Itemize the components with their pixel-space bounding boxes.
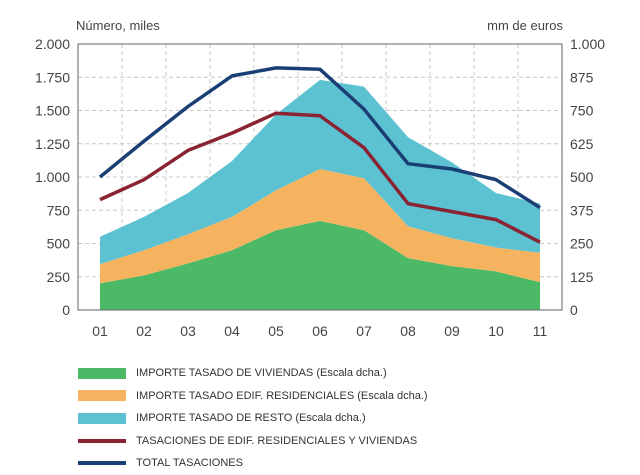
- right-tick-label: 250: [570, 236, 594, 252]
- left-tick-label: 750: [47, 202, 71, 218]
- x-tick-label: 08: [400, 323, 416, 339]
- right-tick-label: 1.000: [570, 36, 605, 52]
- legend-line-total-tasaciones: [78, 461, 126, 465]
- left-tick-label: 250: [47, 269, 71, 285]
- right-tick-label: 0: [570, 302, 578, 318]
- right-tick-label: 875: [570, 69, 594, 85]
- legend-label-tasaciones-edif: TASACIONES DE EDIF. RESIDENCIALES Y VIVI…: [136, 435, 417, 447]
- left-tick-label: 1.500: [35, 103, 70, 119]
- left-tick-label: 1.750: [35, 69, 70, 85]
- left-tick-label: 2.000: [35, 36, 70, 52]
- right-axis-label: mm de euros: [487, 18, 563, 33]
- left-tick-label: 0: [62, 302, 70, 318]
- left-tick-label: 500: [47, 236, 71, 252]
- legend-item-edif-residenciales: IMPORTE TASADO EDIF. RESIDENCIALES (Esca…: [78, 385, 428, 408]
- legend-item-resto: IMPORTE TASADO DE RESTO (Escala dcha.): [78, 407, 428, 430]
- right-tick-label: 500: [570, 169, 594, 185]
- legend-swatch-resto: [78, 413, 126, 424]
- left-tick-label: 1.250: [35, 136, 70, 152]
- legend-label-resto: IMPORTE TASADO DE RESTO (Escala dcha.): [136, 412, 366, 424]
- right-tick-label: 125: [570, 269, 594, 285]
- x-tick-label: 07: [356, 323, 372, 339]
- x-tick-label: 06: [312, 323, 328, 339]
- right-tick-label: 750: [570, 103, 594, 119]
- x-tick-label: 05: [268, 323, 284, 339]
- legend-item-viviendas: IMPORTE TASADO DE VIVIENDAS (Escala dcha…: [78, 362, 428, 385]
- legend-swatch-viviendas: [78, 368, 126, 379]
- x-tick-label: 11: [533, 323, 548, 339]
- legend: IMPORTE TASADO DE VIVIENDAS (Escala dcha…: [78, 362, 428, 475]
- legend-item-total-tasaciones: TOTAL TASACIONES: [78, 452, 428, 475]
- x-tick-label: 01: [92, 323, 108, 339]
- legend-label-edif-residenciales: IMPORTE TASADO EDIF. RESIDENCIALES (Esca…: [136, 390, 428, 402]
- x-tick-label: 09: [444, 323, 460, 339]
- legend-label-total-tasaciones: TOTAL TASACIONES: [136, 457, 243, 469]
- left-tick-labels: 0 250 500 750 1.000 1.250 1.500 1.750 2.000: [35, 36, 70, 318]
- left-axis-label: Número, miles: [76, 18, 160, 33]
- legend-item-tasaciones-edif: TASACIONES DE EDIF. RESIDENCIALES Y VIVI…: [78, 430, 428, 453]
- right-tick-label: 625: [570, 136, 594, 152]
- legend-swatch-edif-residenciales: [78, 390, 126, 401]
- legend-label-viviendas: IMPORTE TASADO DE VIVIENDAS (Escala dcha…: [136, 367, 387, 379]
- right-tick-labels: 0 125 250 375 500 625 750 875 1.000: [570, 36, 605, 318]
- x-tick-label: 04: [224, 323, 240, 339]
- x-tick-labels: 01 02 03 04 05 06 07 08 09 10 11: [92, 323, 547, 339]
- left-tick-label: 1.000: [35, 169, 70, 185]
- x-tick-label: 02: [136, 323, 152, 339]
- x-tick-label: 03: [180, 323, 196, 339]
- legend-line-tasaciones-edif: [78, 439, 126, 443]
- chart: Número, miles mm de euros 0 250 500 750 1.00…: [0, 0, 640, 360]
- x-tick-label: 10: [488, 323, 504, 339]
- right-tick-label: 375: [570, 202, 594, 218]
